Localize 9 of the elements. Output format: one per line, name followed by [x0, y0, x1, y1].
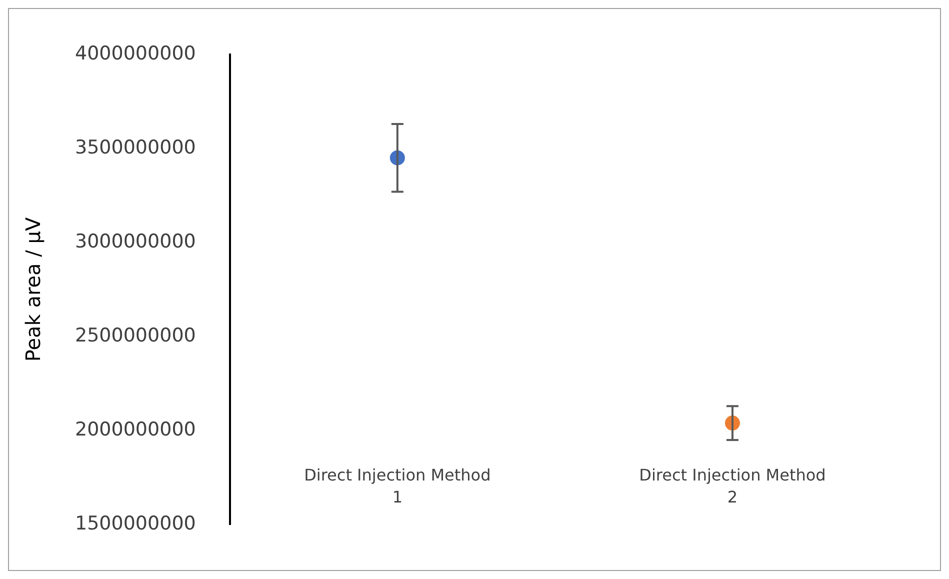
y-tick-label: 4000000000 [74, 42, 196, 64]
y-tick-label: 3000000000 [74, 230, 196, 252]
y-axis-title: Peak area / µV [21, 217, 46, 362]
y-tick-label: 3500000000 [74, 136, 196, 158]
y-tick-label: 1500000000 [74, 512, 196, 535]
x-tick-label: Direct Injection Method 1 [304, 466, 491, 507]
y-tick-label: 2000000000 [74, 418, 196, 440]
y-tick-label: 2500000000 [74, 324, 196, 346]
x-tick-label: Direct Injection Method 2 [639, 466, 826, 507]
